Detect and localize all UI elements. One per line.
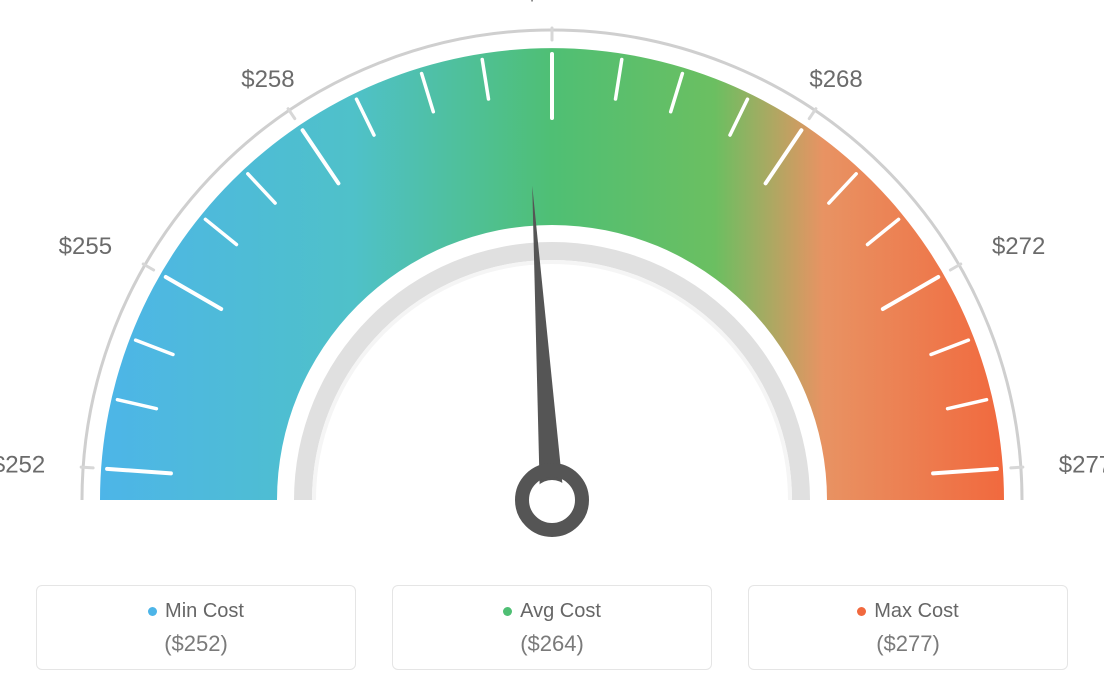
legend-title-text: Min Cost — [165, 600, 244, 623]
legend-value-max: ($277) — [759, 631, 1057, 657]
legend-value-avg: ($264) — [403, 631, 701, 657]
dot-icon — [148, 607, 157, 616]
legend-title-max: Max Cost — [857, 600, 958, 623]
legend-card-min: Min Cost ($252) — [36, 585, 356, 670]
legend-card-max: Max Cost ($277) — [748, 585, 1068, 670]
needle — [532, 186, 564, 501]
legend-card-avg: Avg Cost ($264) — [392, 585, 712, 670]
legend-value-min: ($252) — [47, 631, 345, 657]
gauge-svg: $252 $255 $258 $264 $268 $272 $277 — [0, 0, 1104, 590]
tick-label: $264 — [525, 0, 578, 6]
gauge-chart: $252 $255 $258 $264 $268 $272 $277 — [0, 0, 1104, 590]
legend-title-min: Min Cost — [148, 600, 244, 623]
legend-title-avg: Avg Cost — [503, 600, 601, 623]
tick-label: $258 — [241, 66, 294, 93]
needle-hub-inner — [532, 480, 572, 520]
tick-label: $268 — [809, 66, 862, 93]
tick-label: $272 — [992, 233, 1045, 260]
tick-label: $255 — [59, 233, 112, 260]
legend-title-text: Avg Cost — [520, 600, 601, 623]
tick-label: $252 — [0, 452, 45, 479]
tick-label: $277 — [1059, 452, 1104, 479]
legend-title-text: Max Cost — [874, 600, 958, 623]
dot-icon — [857, 607, 866, 616]
dot-icon — [503, 607, 512, 616]
tick — [1011, 467, 1023, 468]
legend-row: Min Cost ($252) Avg Cost ($264) Max Cost… — [0, 585, 1104, 670]
tick — [81, 467, 93, 468]
